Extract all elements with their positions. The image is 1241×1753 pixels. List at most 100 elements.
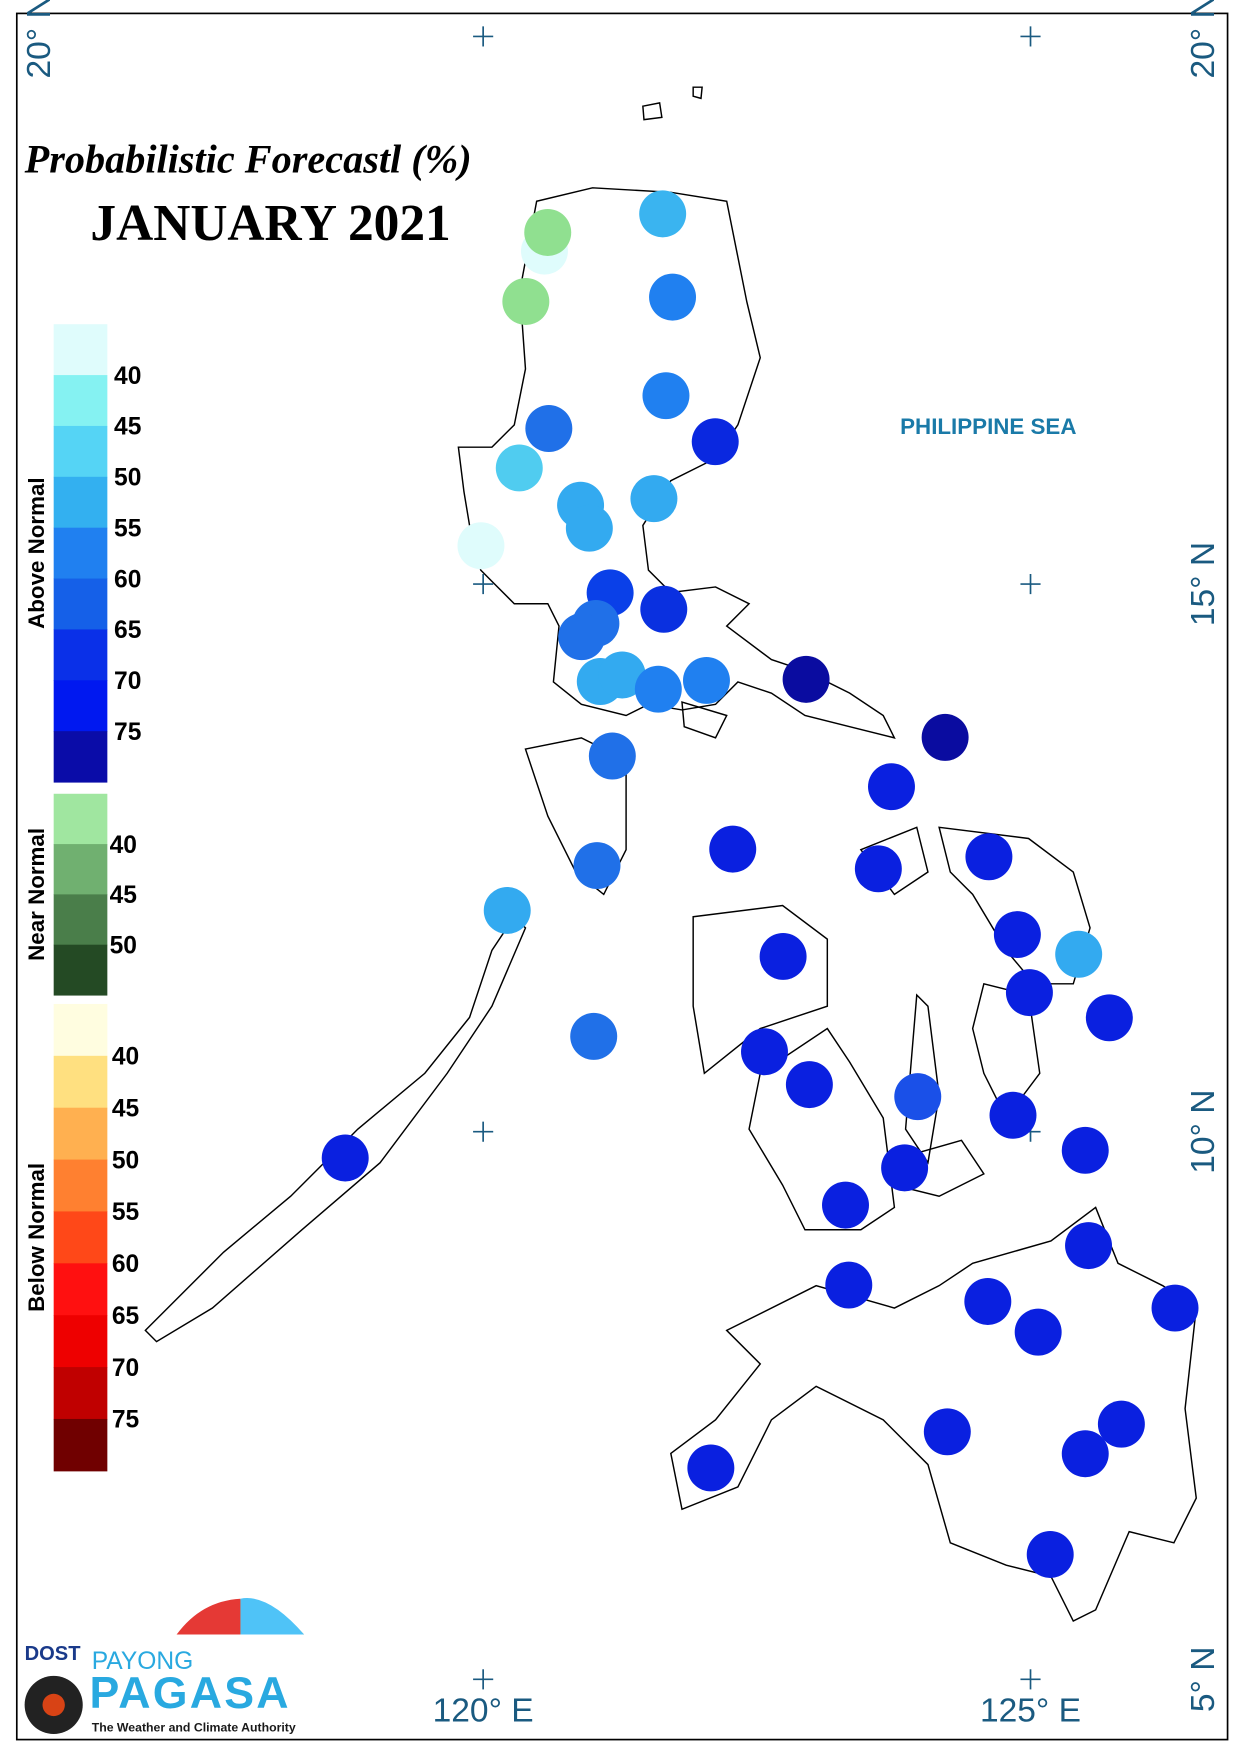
station-forecast [630,475,678,523]
legend-swatch [53,629,108,681]
legend-tick-label: 60 [112,1251,139,1278]
legend-tick-label: 45 [110,882,137,909]
station-forecast [1065,1222,1113,1270]
stations [321,190,1199,1578]
legend-tick-label: 65 [114,617,141,644]
legend-tick-label: 50 [114,465,141,492]
legend-tick-label: 55 [114,515,141,542]
sea-label: PHILIPPINE SEA [900,414,1076,439]
legend-tick-label: 45 [112,1095,139,1122]
legend-tick-label: 40 [110,832,137,859]
legend-swatch [53,324,108,376]
map-frame [15,12,1229,1741]
station-forecast [640,585,688,633]
legend-swatch [53,527,108,580]
station-forecast [785,1061,833,1109]
station-forecast [1055,930,1103,978]
legend-group-label: Above Normal [24,477,49,628]
legend-swatch [53,1003,108,1057]
station-forecast [1061,1126,1109,1174]
legend-swatch [53,944,108,996]
legend-swatch [53,1055,108,1109]
station-forecast [573,842,621,890]
station-forecast [1026,1531,1074,1578]
station-forecast [965,833,1013,881]
legend-swatch [53,793,108,845]
lat-tick-label: 5° N [1185,1647,1222,1713]
legend: 40 45 50 55 60 65 70 75 Above Normal 40 45 50 Near N… [24,324,141,1472]
station-forecast [1151,1284,1199,1332]
station-forecast [524,208,572,256]
legend-tick-label: 70 [112,1355,139,1382]
legend-tick-label: 55 [112,1199,139,1226]
dost-emblem-center [42,1693,65,1717]
station-forecast [822,1181,869,1229]
station-forecast [598,651,646,699]
legend-swatch [53,1211,108,1264]
station-forecast [502,277,550,325]
legend-swatch [53,425,108,478]
lon-tick-label: 125° E [980,1693,1081,1730]
legend-swatch [53,1159,108,1213]
station-forecast [1014,1308,1062,1356]
station-forecast [993,911,1041,959]
station-forecast [759,932,807,980]
legend-tick-label: 70 [114,668,141,695]
station-forecast [457,522,505,570]
station-forecast [1085,994,1133,1042]
lat-tick-label: 20° N [21,0,58,79]
station-forecast [989,1091,1037,1139]
station-forecast [691,418,739,466]
umbrella-part [176,1598,241,1635]
logo: DOST PAYONG PAGASA The Weather and Clima… [24,1598,305,1735]
station-forecast [495,444,543,492]
legend-tick-label: 40 [112,1044,139,1071]
legend-swatch [53,1263,108,1316]
lat-tick-label: 20° N [1185,0,1222,79]
station-forecast [923,1408,971,1456]
station-forecast [570,1012,618,1060]
station-forecast [649,273,697,321]
legend-swatch [53,731,108,783]
legend-swatch [53,476,108,529]
logo-brand: PAGASA [89,1669,290,1718]
umbrella-part [240,1598,305,1635]
station-forecast [588,732,636,780]
station-forecast [483,886,531,934]
legend-tick-label: 65 [112,1303,139,1330]
station-forecast [881,1144,929,1192]
legend-tick-label: 60 [114,566,141,593]
station-forecast [525,405,573,453]
station-forecast [1005,969,1053,1017]
legend-swatch [53,578,108,630]
legend-tick-label: 75 [112,1407,139,1434]
station-forecast [634,665,682,713]
station-forecast [868,763,915,811]
legend-tick-label: 45 [114,414,141,441]
station-forecast [825,1261,873,1309]
map-subtitle: JANUARY 2021 [90,195,450,252]
legend-swatch [53,1367,108,1420]
legend-tick-label: 75 [114,719,141,746]
map-title: Probabilistic Forecastl (%) [24,136,472,181]
station-forecast [894,1073,942,1121]
logo-agency: DOST [25,1643,82,1665]
logo-brand-top: PAYONG [92,1648,194,1675]
legend-tick-label: 50 [110,932,137,959]
legend-swatch [53,1418,108,1472]
station-forecast [709,825,757,873]
legend-swatch [53,894,108,946]
station-forecast [782,655,830,703]
station-forecast [741,1028,788,1076]
station-forecast [321,1134,369,1182]
station-forecast [639,190,687,238]
legend-group-label: Below Normal [24,1163,49,1312]
station-forecast [921,713,969,761]
legend-swatch [53,680,108,732]
legend-swatch [53,844,108,895]
lat-tick-label: 10° N [1185,1090,1222,1174]
lon-tick-label: 120° E [433,1693,534,1730]
station-forecast [642,372,690,420]
